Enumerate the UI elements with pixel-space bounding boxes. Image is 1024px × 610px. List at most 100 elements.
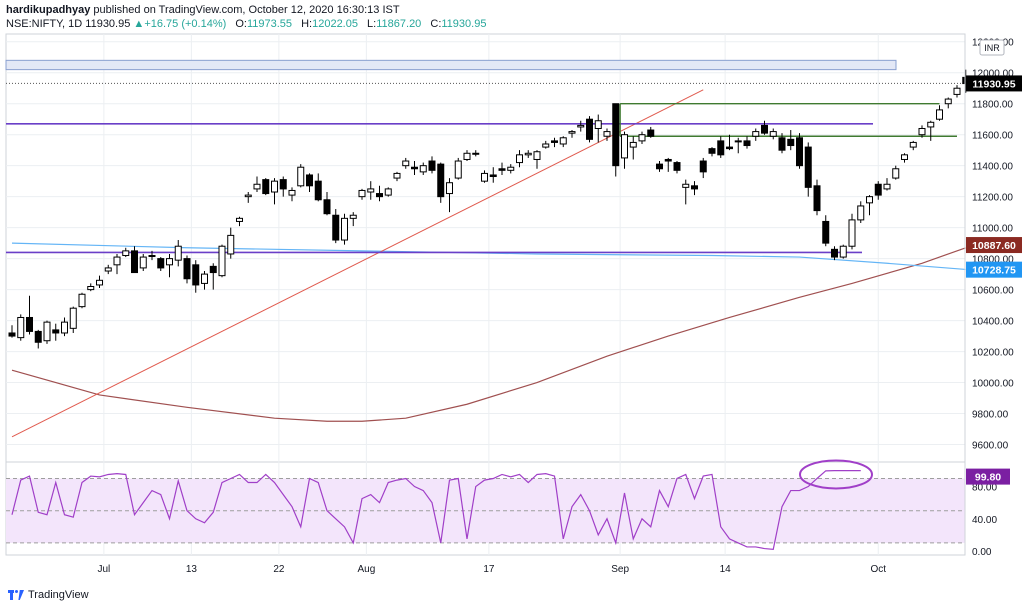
candle <box>796 137 803 167</box>
high-label: H: <box>301 18 313 30</box>
candle <box>26 316 33 332</box>
trendline <box>11 89 704 438</box>
plot-frame <box>5 33 966 556</box>
published-text: published on TradingView.com, October 12… <box>93 4 400 16</box>
price-labels: INR 11930.95 10887.60 10728.75 99.80 <box>966 39 1022 485</box>
candle <box>936 109 943 120</box>
candles <box>8 69 970 349</box>
candle <box>734 140 742 143</box>
candle <box>463 152 471 160</box>
rsi-tick-label: 0.00 <box>972 547 992 558</box>
brand-name: TradingView <box>28 589 89 601</box>
time-tick-label: Aug <box>357 564 375 575</box>
price-label-text: 10887.60 <box>972 240 1016 252</box>
candle <box>131 250 138 274</box>
rsi-label-box <box>966 468 1010 485</box>
candle <box>183 258 191 280</box>
candle <box>384 188 392 196</box>
time-tick-label: Jul <box>97 564 110 575</box>
candle <box>918 127 926 136</box>
candle <box>638 134 646 142</box>
time-tick-label: Oct <box>870 564 886 575</box>
candle <box>533 151 541 160</box>
candle <box>87 286 95 291</box>
candle <box>34 330 42 343</box>
candle <box>236 217 243 222</box>
price-tick-label: 9600.00 <box>972 441 1009 452</box>
close-value: 11930.95 <box>441 18 487 30</box>
candle <box>358 189 366 198</box>
candle <box>8 332 16 337</box>
candle <box>472 152 480 155</box>
time-tick-label: 13 <box>186 564 198 575</box>
candle <box>218 245 226 277</box>
candle <box>874 183 882 196</box>
close-label: C: <box>430 18 442 30</box>
low-value: 11867.20 <box>376 18 422 30</box>
candle <box>367 188 375 193</box>
candle <box>43 321 51 342</box>
candle <box>244 194 252 198</box>
price-tick-label: 10600.00 <box>972 286 1014 297</box>
candle <box>559 137 567 145</box>
candle <box>542 143 550 148</box>
candle <box>839 245 847 258</box>
candle <box>516 154 523 164</box>
time-tick-label: 14 <box>720 564 732 575</box>
candle <box>647 129 655 137</box>
price-tick-label: 11800.00 <box>972 100 1013 111</box>
brand-footer: TradingView <box>8 589 89 601</box>
rsi-highlight-circle <box>799 459 873 490</box>
candle <box>813 185 821 212</box>
price-tick-label: 11000.00 <box>972 224 1013 235</box>
candle <box>822 220 830 244</box>
candle <box>113 256 121 266</box>
candle <box>411 166 418 170</box>
candle <box>349 214 357 219</box>
candle <box>437 163 445 198</box>
candle <box>673 162 681 171</box>
candle <box>61 321 68 334</box>
candle <box>726 146 733 150</box>
candle <box>69 307 77 329</box>
rsi-label-text: 99.80 <box>975 472 1001 484</box>
candle <box>909 141 917 148</box>
candle <box>201 273 208 284</box>
candle <box>656 163 663 170</box>
price-tick-label: 10400.00 <box>972 317 1014 328</box>
last-price: 11930.95 <box>85 18 131 30</box>
candle <box>148 255 156 258</box>
author-name: hardikupadhyay <box>6 4 91 16</box>
candle <box>174 245 182 261</box>
price-label-box <box>966 261 1022 278</box>
candle <box>831 248 838 258</box>
rsi-tick-label: 40.00 <box>972 515 997 526</box>
price-tick-label: 10000.00 <box>972 379 1014 390</box>
price-tick-label: 10800.00 <box>972 255 1014 266</box>
candle <box>743 140 751 147</box>
price-label-text: 11930.95 <box>972 78 1015 90</box>
candle <box>752 131 760 137</box>
candle <box>341 217 348 241</box>
candle <box>866 196 873 204</box>
candle <box>586 118 593 140</box>
currency-badge-text: INR <box>984 43 1000 53</box>
candle <box>507 166 515 171</box>
candle <box>481 172 488 182</box>
candle <box>682 183 690 188</box>
candle <box>883 183 891 190</box>
candle <box>323 199 331 215</box>
candle <box>568 131 576 134</box>
candle <box>857 205 865 221</box>
candle <box>892 168 900 179</box>
price-label-box <box>966 237 1022 254</box>
moving-average-blue <box>11 242 966 271</box>
price-label-box <box>966 75 1022 92</box>
time-tick-label: 17 <box>483 564 495 575</box>
candle <box>524 152 532 156</box>
price-tick-label: 12000.00 <box>972 69 1014 80</box>
currency-badge <box>979 39 1005 56</box>
candle <box>489 174 497 178</box>
candle <box>594 120 602 129</box>
